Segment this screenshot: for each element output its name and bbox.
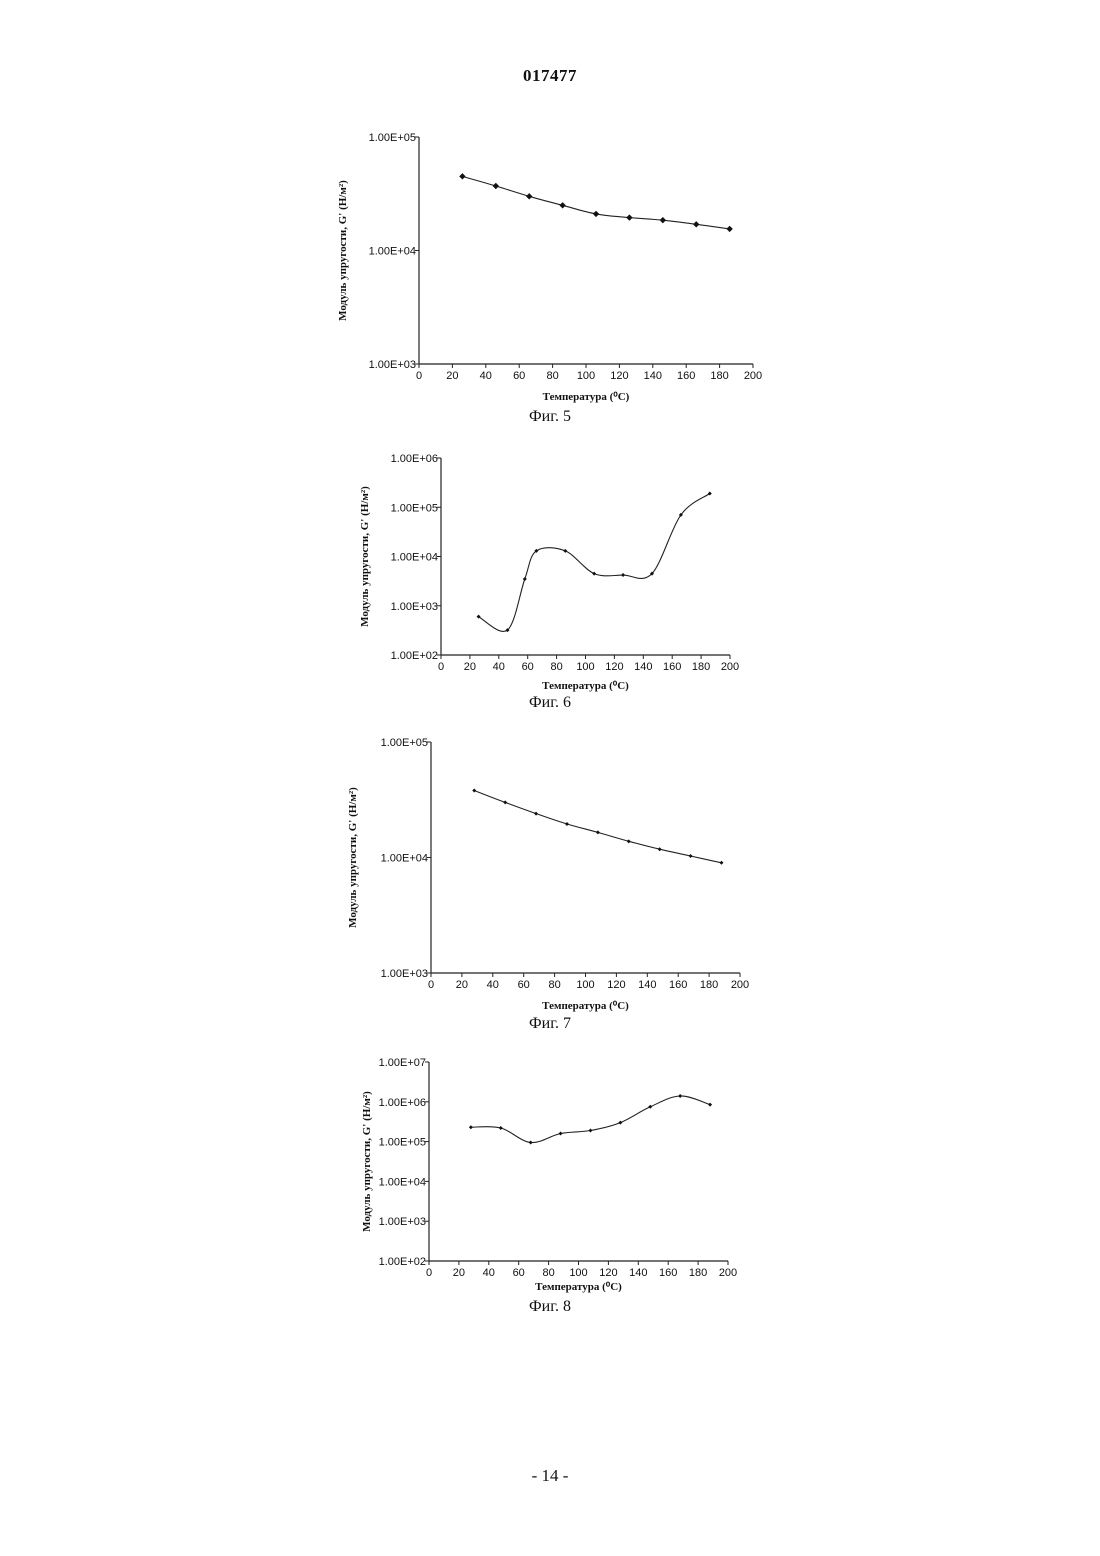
page-footer-number: - 14 - xyxy=(0,1466,1100,1486)
y-tick-label: 1.00E+04 xyxy=(379,1176,426,1188)
x-tick-label: 180 xyxy=(689,1267,707,1279)
x-tick-label: 40 xyxy=(483,1267,495,1279)
y-tick-label: 1.00E+03 xyxy=(379,1216,426,1228)
x-tick-label: 200 xyxy=(719,1267,737,1279)
data-point xyxy=(588,1129,592,1133)
data-point xyxy=(499,1126,503,1130)
x-tick-label: 80 xyxy=(542,1267,554,1279)
figure-caption: Фиг. 8 xyxy=(490,1298,610,1316)
x-tick-label: 60 xyxy=(513,1267,525,1279)
series-line xyxy=(471,1096,710,1143)
y-tick-label: 1.00E+05 xyxy=(379,1137,426,1149)
data-point xyxy=(618,1121,622,1125)
y-tick-label: 1.00E+02 xyxy=(379,1256,426,1268)
data-point xyxy=(469,1125,473,1129)
x-tick-label: 20 xyxy=(453,1267,465,1279)
x-tick-label: 120 xyxy=(599,1267,617,1279)
x-tick-label: 160 xyxy=(659,1267,677,1279)
y-axis-title: Модуль упругости, G' (Н/м²) xyxy=(361,1091,373,1232)
data-point xyxy=(529,1140,533,1144)
x-tick-label: 140 xyxy=(629,1267,647,1279)
x-tick-label: 100 xyxy=(569,1267,587,1279)
x-axis-title: Температура (⁰С) xyxy=(535,1281,622,1293)
x-tick-label: 0 xyxy=(426,1267,432,1279)
data-point xyxy=(708,1103,712,1107)
data-point xyxy=(559,1131,563,1135)
data-point xyxy=(648,1105,652,1109)
data-point xyxy=(678,1094,682,1098)
y-tick-label: 1.00E+06 xyxy=(379,1097,426,1109)
y-tick-label: 1.00E+07 xyxy=(379,1057,426,1069)
